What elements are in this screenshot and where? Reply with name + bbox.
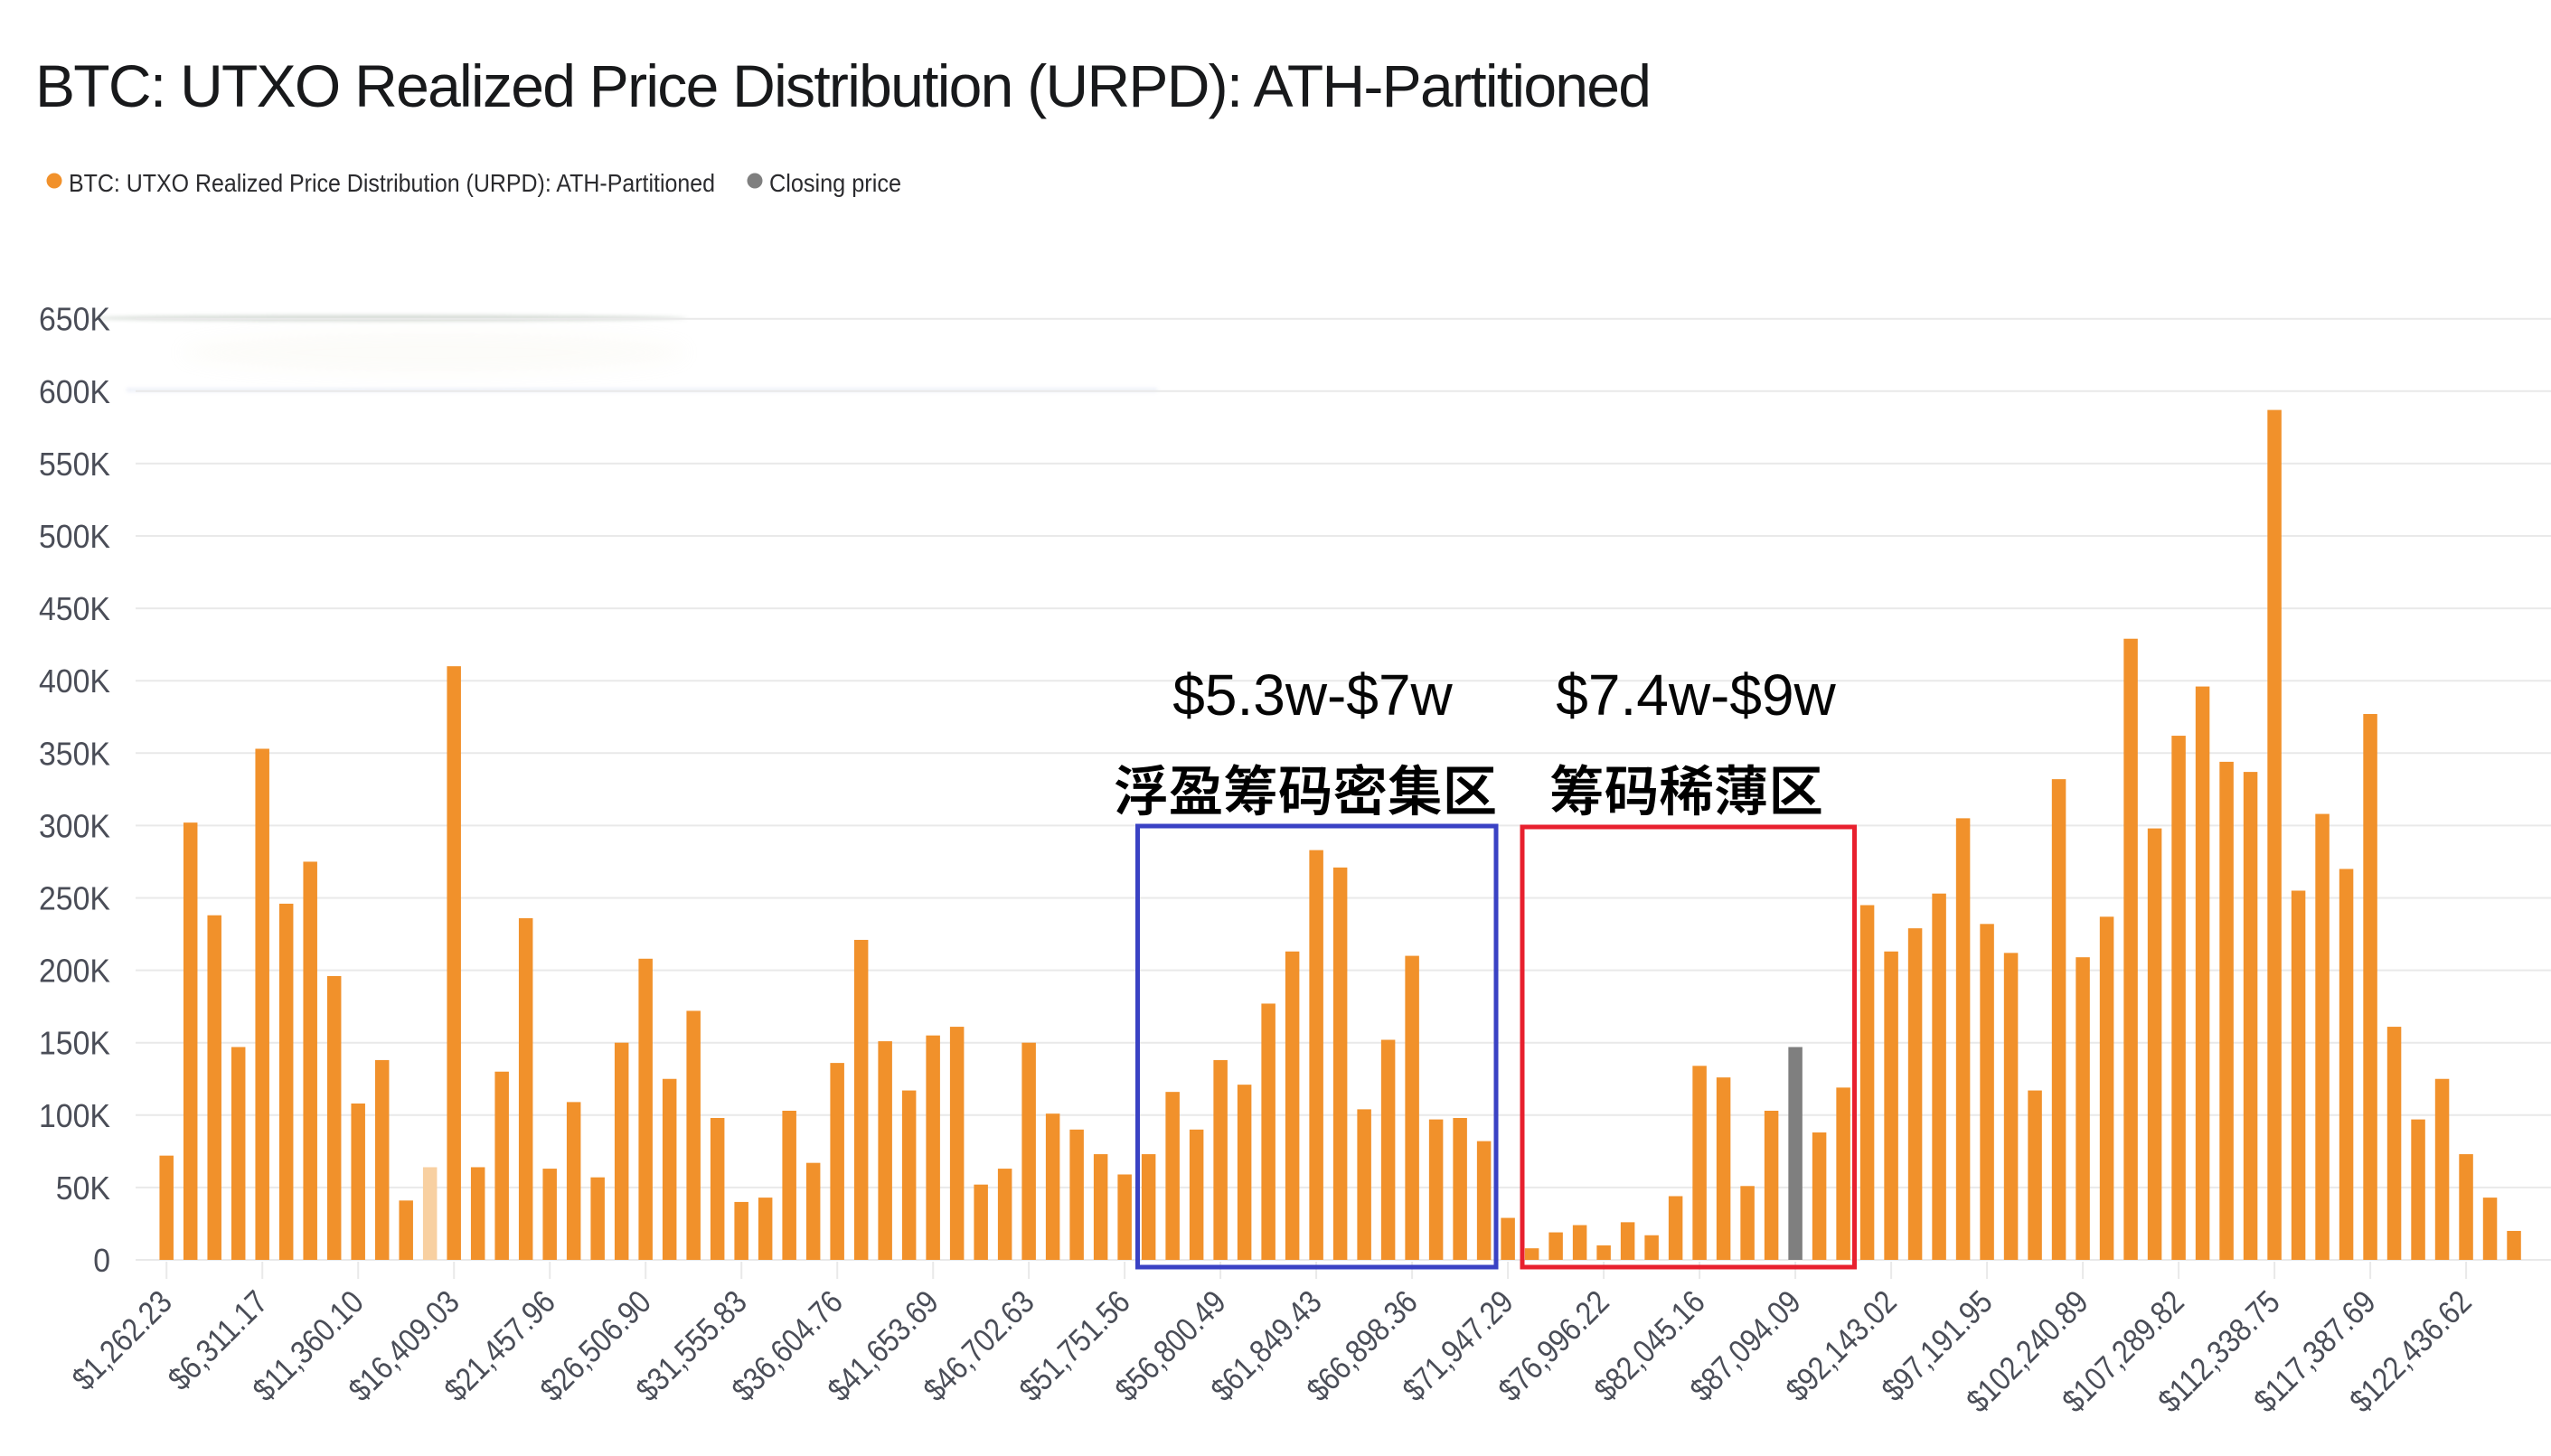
svg-text:100K: 100K <box>39 1097 110 1134</box>
svg-text:550K: 550K <box>39 446 110 483</box>
svg-text:BTC: UTXO Realized Price Distr: BTC: UTXO Realized Price Distribution (U… <box>69 169 715 197</box>
svg-text:650K: 650K <box>39 301 110 338</box>
svg-text:500K: 500K <box>39 518 110 555</box>
svg-text:350K: 350K <box>39 735 110 772</box>
svg-text:50K: 50K <box>56 1169 110 1207</box>
svg-text:250K: 250K <box>39 880 110 917</box>
svg-text:$7.4w-$9w: $7.4w-$9w <box>1556 662 1836 728</box>
svg-text:150K: 150K <box>39 1025 110 1062</box>
svg-text:600K: 600K <box>39 373 110 410</box>
svg-text:$5.3w-$7w: $5.3w-$7w <box>1172 662 1453 728</box>
svg-text:200K: 200K <box>39 953 110 990</box>
svg-text:300K: 300K <box>39 807 110 844</box>
svg-text:BTC: UTXO Realized Price Distr: BTC: UTXO Realized Price Distribution (U… <box>35 52 1652 119</box>
svg-text:Closing price: Closing price <box>769 169 901 197</box>
svg-text:450K: 450K <box>39 590 110 627</box>
svg-text:400K: 400K <box>39 662 110 700</box>
svg-text:0: 0 <box>93 1242 110 1279</box>
